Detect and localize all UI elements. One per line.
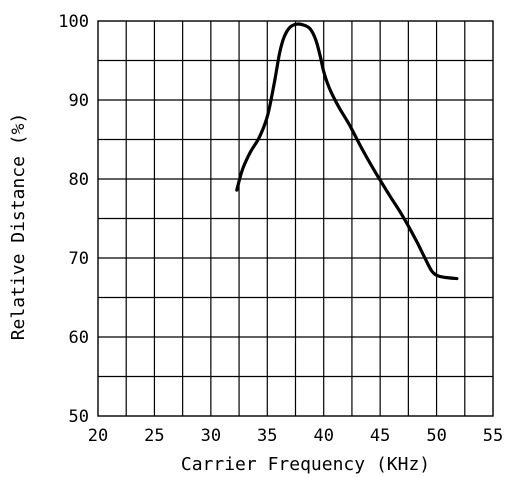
- y-tick-labels: 50 60 70 80 90 100: [58, 12, 89, 427]
- y-axis-label: Relative Distance (%): [8, 113, 29, 341]
- series-layer: [235, 22, 459, 281]
- x-tick-labels: 20 25 30 35 40 45 50 55: [88, 426, 503, 446]
- x-axis-label: Carrier Frequency (KHz): [181, 454, 430, 475]
- y-tick-label: 90: [69, 91, 89, 111]
- y-tick-label: 60: [69, 328, 89, 348]
- series-line: [235, 22, 459, 281]
- grid: [98, 21, 493, 416]
- y-tick-label: 100: [58, 12, 89, 32]
- x-tick-label: 55: [483, 426, 503, 446]
- x-tick-label: 20: [88, 426, 108, 446]
- x-tick-label: 40: [313, 426, 333, 446]
- plot-frame: [97, 20, 494, 417]
- x-tick-label: 35: [257, 426, 277, 446]
- x-tick-label: 45: [370, 426, 390, 446]
- y-tick-label: 50: [69, 407, 89, 427]
- x-tick-label: 30: [201, 426, 221, 446]
- x-tick-label: 25: [144, 426, 164, 446]
- y-tick-label: 70: [69, 249, 89, 269]
- x-tick-label: 50: [426, 426, 446, 446]
- y-tick-label: 80: [69, 170, 89, 190]
